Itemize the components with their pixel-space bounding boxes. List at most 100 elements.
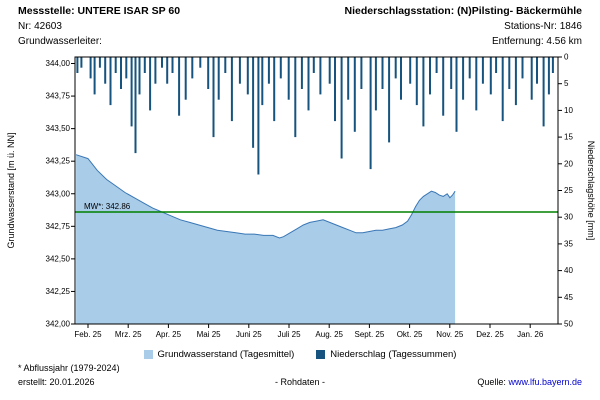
precipitation-bar — [154, 57, 157, 84]
legend-item: Grundwasserstand (Tagesmittel) — [143, 349, 295, 360]
precipitation-bar — [191, 57, 194, 79]
x-axis-tick-label: Mrz. 25 — [115, 330, 142, 339]
precipitation-bar — [442, 57, 445, 116]
precipitation-bar — [76, 57, 79, 73]
precipitation-bar — [207, 57, 210, 89]
precipitation-bar — [178, 57, 181, 116]
left-axis-tick-label: 344,00 — [46, 59, 71, 68]
precipitation-bar — [104, 57, 107, 84]
precipitation-bar — [435, 57, 438, 73]
precipitation-bar — [217, 57, 220, 100]
precipitation-bar — [400, 57, 402, 100]
x-axis-tick-label: Sept. 25 — [354, 330, 384, 339]
legend-label: Niederschlag (Tagessummen) — [330, 349, 457, 360]
precipitation-bar — [328, 57, 331, 84]
precipitation-bar — [381, 57, 384, 89]
precipitation-bar — [109, 57, 112, 106]
precipitation-bar — [319, 57, 322, 95]
precipitation-bar — [224, 57, 227, 73]
precipitation-bar — [514, 57, 517, 106]
x-axis-tick-label: Feb. 25 — [74, 330, 102, 339]
precipitation-bar — [114, 57, 117, 73]
precipitation-bar — [415, 57, 418, 106]
station-title: Messstelle: UNTERE ISAR SP 60 — [18, 5, 181, 17]
right-axis-title: Niederschlagshöhe [mm] — [586, 141, 596, 241]
precipitation-bar — [374, 57, 377, 111]
precipitation-bar — [369, 57, 372, 170]
precipitation-bar — [409, 57, 412, 84]
precipitation-bar — [166, 57, 169, 84]
right-axis-tick-label: 45 — [564, 293, 573, 302]
x-axis-tick-label: Dez. 25 — [476, 330, 504, 339]
precipitation-bar — [138, 57, 141, 95]
precipitation-bar — [536, 57, 538, 84]
source-link[interactable]: www.lfu.bayern.de — [508, 377, 582, 387]
precipitation-bar — [429, 57, 431, 95]
source-label: Quelle: — [477, 377, 506, 387]
x-axis-tick-label: Mai 25 — [197, 330, 222, 339]
precipitation-bar — [257, 57, 260, 175]
precipitation-bar — [360, 57, 363, 89]
precipitation-bar — [300, 57, 303, 89]
right-axis-tick-label: 50 — [564, 320, 573, 329]
legend-swatch — [316, 350, 326, 359]
left-axis-tick-label: 342,00 — [46, 320, 71, 329]
mean-water-label: MW*: 342.86 — [84, 202, 131, 211]
left-axis-tick-label: 342,50 — [46, 254, 71, 263]
station-number: Nr: 42603 — [18, 21, 62, 32]
precipitation-bar — [340, 57, 343, 159]
precipitation-bar — [149, 57, 152, 111]
precipitation-bar — [462, 57, 465, 100]
x-axis-tick-label: Nov. 25 — [436, 330, 464, 339]
precip-station-number: Stations-Nr: 1846 — [504, 21, 582, 32]
legend: Grundwasserstand (Tagesmittel) Niederschl… — [0, 349, 600, 360]
x-axis-tick-label: Jan. 26 — [517, 330, 544, 339]
precipitation-bar — [481, 57, 484, 84]
right-axis-tick-label: 25 — [564, 186, 573, 195]
right-axis-tick-label: 20 — [564, 159, 573, 168]
right-axis-tick-label: 5 — [564, 79, 569, 88]
groundwater-precipitation-chart: MW*: 342.86 344,00 343,75 343,50 343,25 343,0… — [6, 53, 596, 340]
precipitation-bar — [468, 57, 471, 79]
right-axis-tick-label: 15 — [564, 133, 573, 142]
groundwater-area — [76, 154, 456, 324]
precipitation-bar — [334, 57, 336, 122]
distance-label: Entfernung: 4.56 km — [491, 36, 582, 47]
x-axis-tick-label: Juni 25 — [236, 330, 262, 339]
precipitation-bar — [530, 57, 533, 100]
right-axis-tick-label: 30 — [564, 213, 573, 222]
precipitation-bar — [184, 57, 187, 100]
precipitation-bar — [212, 57, 215, 138]
left-axis-tick-label: 343,50 — [46, 124, 71, 133]
header-row-2: Nr: 42603 Stations-Nr: 1846 — [18, 19, 582, 34]
precipitation-bar — [120, 57, 122, 89]
left-axis-tick-label: 343,25 — [46, 157, 71, 166]
left-axis-tick-label: 342,25 — [46, 287, 71, 296]
precipitation-bar — [394, 57, 397, 79]
precipitation-bar — [252, 57, 255, 148]
precipitation-bar — [353, 57, 356, 132]
precipitation-bar — [547, 57, 550, 95]
left-axis-title: Grundwasserstand [m ü. NN] — [6, 132, 16, 248]
precipitation-bar — [238, 57, 241, 84]
precipitation-bar — [267, 57, 270, 84]
created-label: erstellt: 20.01.2026 — [18, 377, 95, 387]
x-axis-tick-label: Okt. 25 — [397, 330, 423, 339]
x-axis-tick-label: Juli 25 — [277, 330, 301, 339]
left-axis-tick-label: 342,75 — [46, 222, 71, 231]
legend-label: Grundwasserstand (Tagesmittel) — [157, 349, 295, 360]
precipitation-bar — [230, 57, 233, 122]
precipitation-bar — [93, 57, 96, 95]
left-axis-tick-label: 343,00 — [46, 189, 71, 198]
precipitation-bar — [521, 57, 524, 79]
precip-station-title: Niederschlagsstation: (N)Pilsting- Bäcke… — [344, 5, 582, 17]
precipitation-bar — [307, 57, 310, 111]
precipitation-bar — [273, 57, 276, 122]
precipitation-bar — [501, 57, 504, 122]
header: Messstelle: UNTERE ISAR SP 60 Niederschl… — [0, 0, 600, 49]
right-axis-tick-label: 0 — [564, 53, 569, 62]
rohdaten-label: - Rohdaten - — [274, 377, 326, 387]
header-row-1: Messstelle: UNTERE ISAR SP 60 Niederschl… — [18, 4, 582, 19]
precipitation-bar — [422, 57, 425, 127]
source: Quelle: www.lfu.bayern.de — [477, 377, 582, 387]
